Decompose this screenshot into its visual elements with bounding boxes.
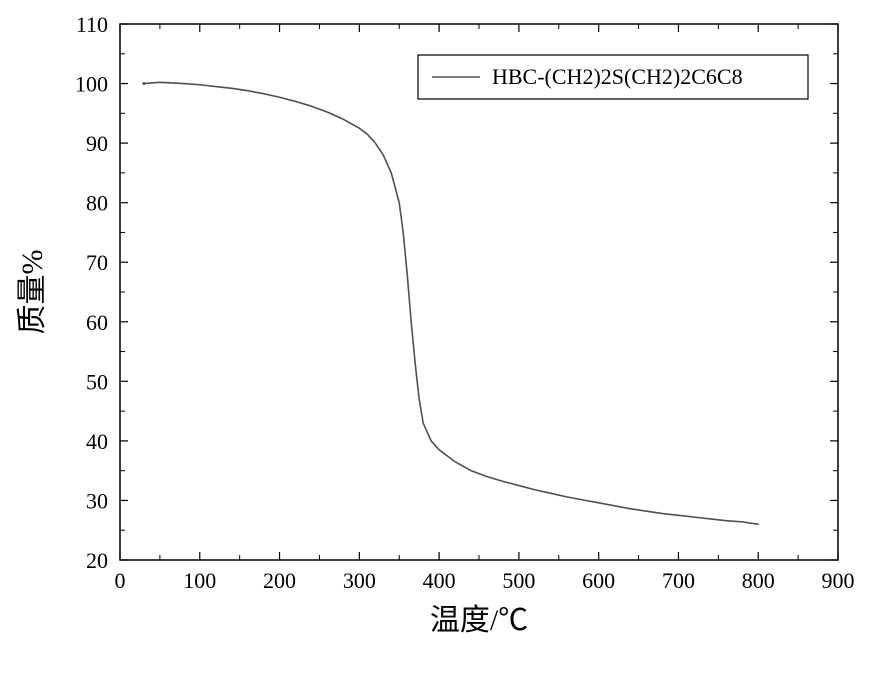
svg-text:300: 300	[343, 568, 376, 593]
legend: HBC-(CH2)2S(CH2)2C6C8	[418, 55, 808, 99]
svg-text:900: 900	[822, 568, 855, 593]
svg-text:20: 20	[86, 548, 108, 573]
svg-text:100: 100	[75, 72, 108, 97]
svg-text:90: 90	[86, 131, 108, 156]
svg-text:60: 60	[86, 310, 108, 335]
svg-text:200: 200	[263, 568, 296, 593]
svg-text:400: 400	[423, 568, 456, 593]
x-axis-title: 温度/℃	[430, 604, 528, 637]
svg-text:700: 700	[662, 568, 695, 593]
y-axis-title: 质量%	[16, 250, 49, 335]
svg-text:70: 70	[86, 250, 108, 275]
svg-text:0: 0	[115, 568, 126, 593]
svg-text:110: 110	[76, 12, 108, 37]
svg-text:80: 80	[86, 191, 108, 216]
chart-svg: 0 100 200 300 400 500 600 700 800 900 20 30 40 50 60 70…	[0, 0, 871, 673]
svg-text:600: 600	[582, 568, 615, 593]
legend-item-label: HBC-(CH2)2S(CH2)2C6C8	[492, 64, 743, 89]
svg-text:50: 50	[86, 369, 108, 394]
svg-text:500: 500	[502, 568, 535, 593]
svg-text:100: 100	[183, 568, 216, 593]
svg-text:800: 800	[742, 568, 775, 593]
svg-text:30: 30	[86, 488, 108, 513]
svg-text:40: 40	[86, 429, 108, 454]
tga-chart: 0 100 200 300 400 500 600 700 800 900 20 30 40 50 60 70…	[0, 0, 871, 673]
